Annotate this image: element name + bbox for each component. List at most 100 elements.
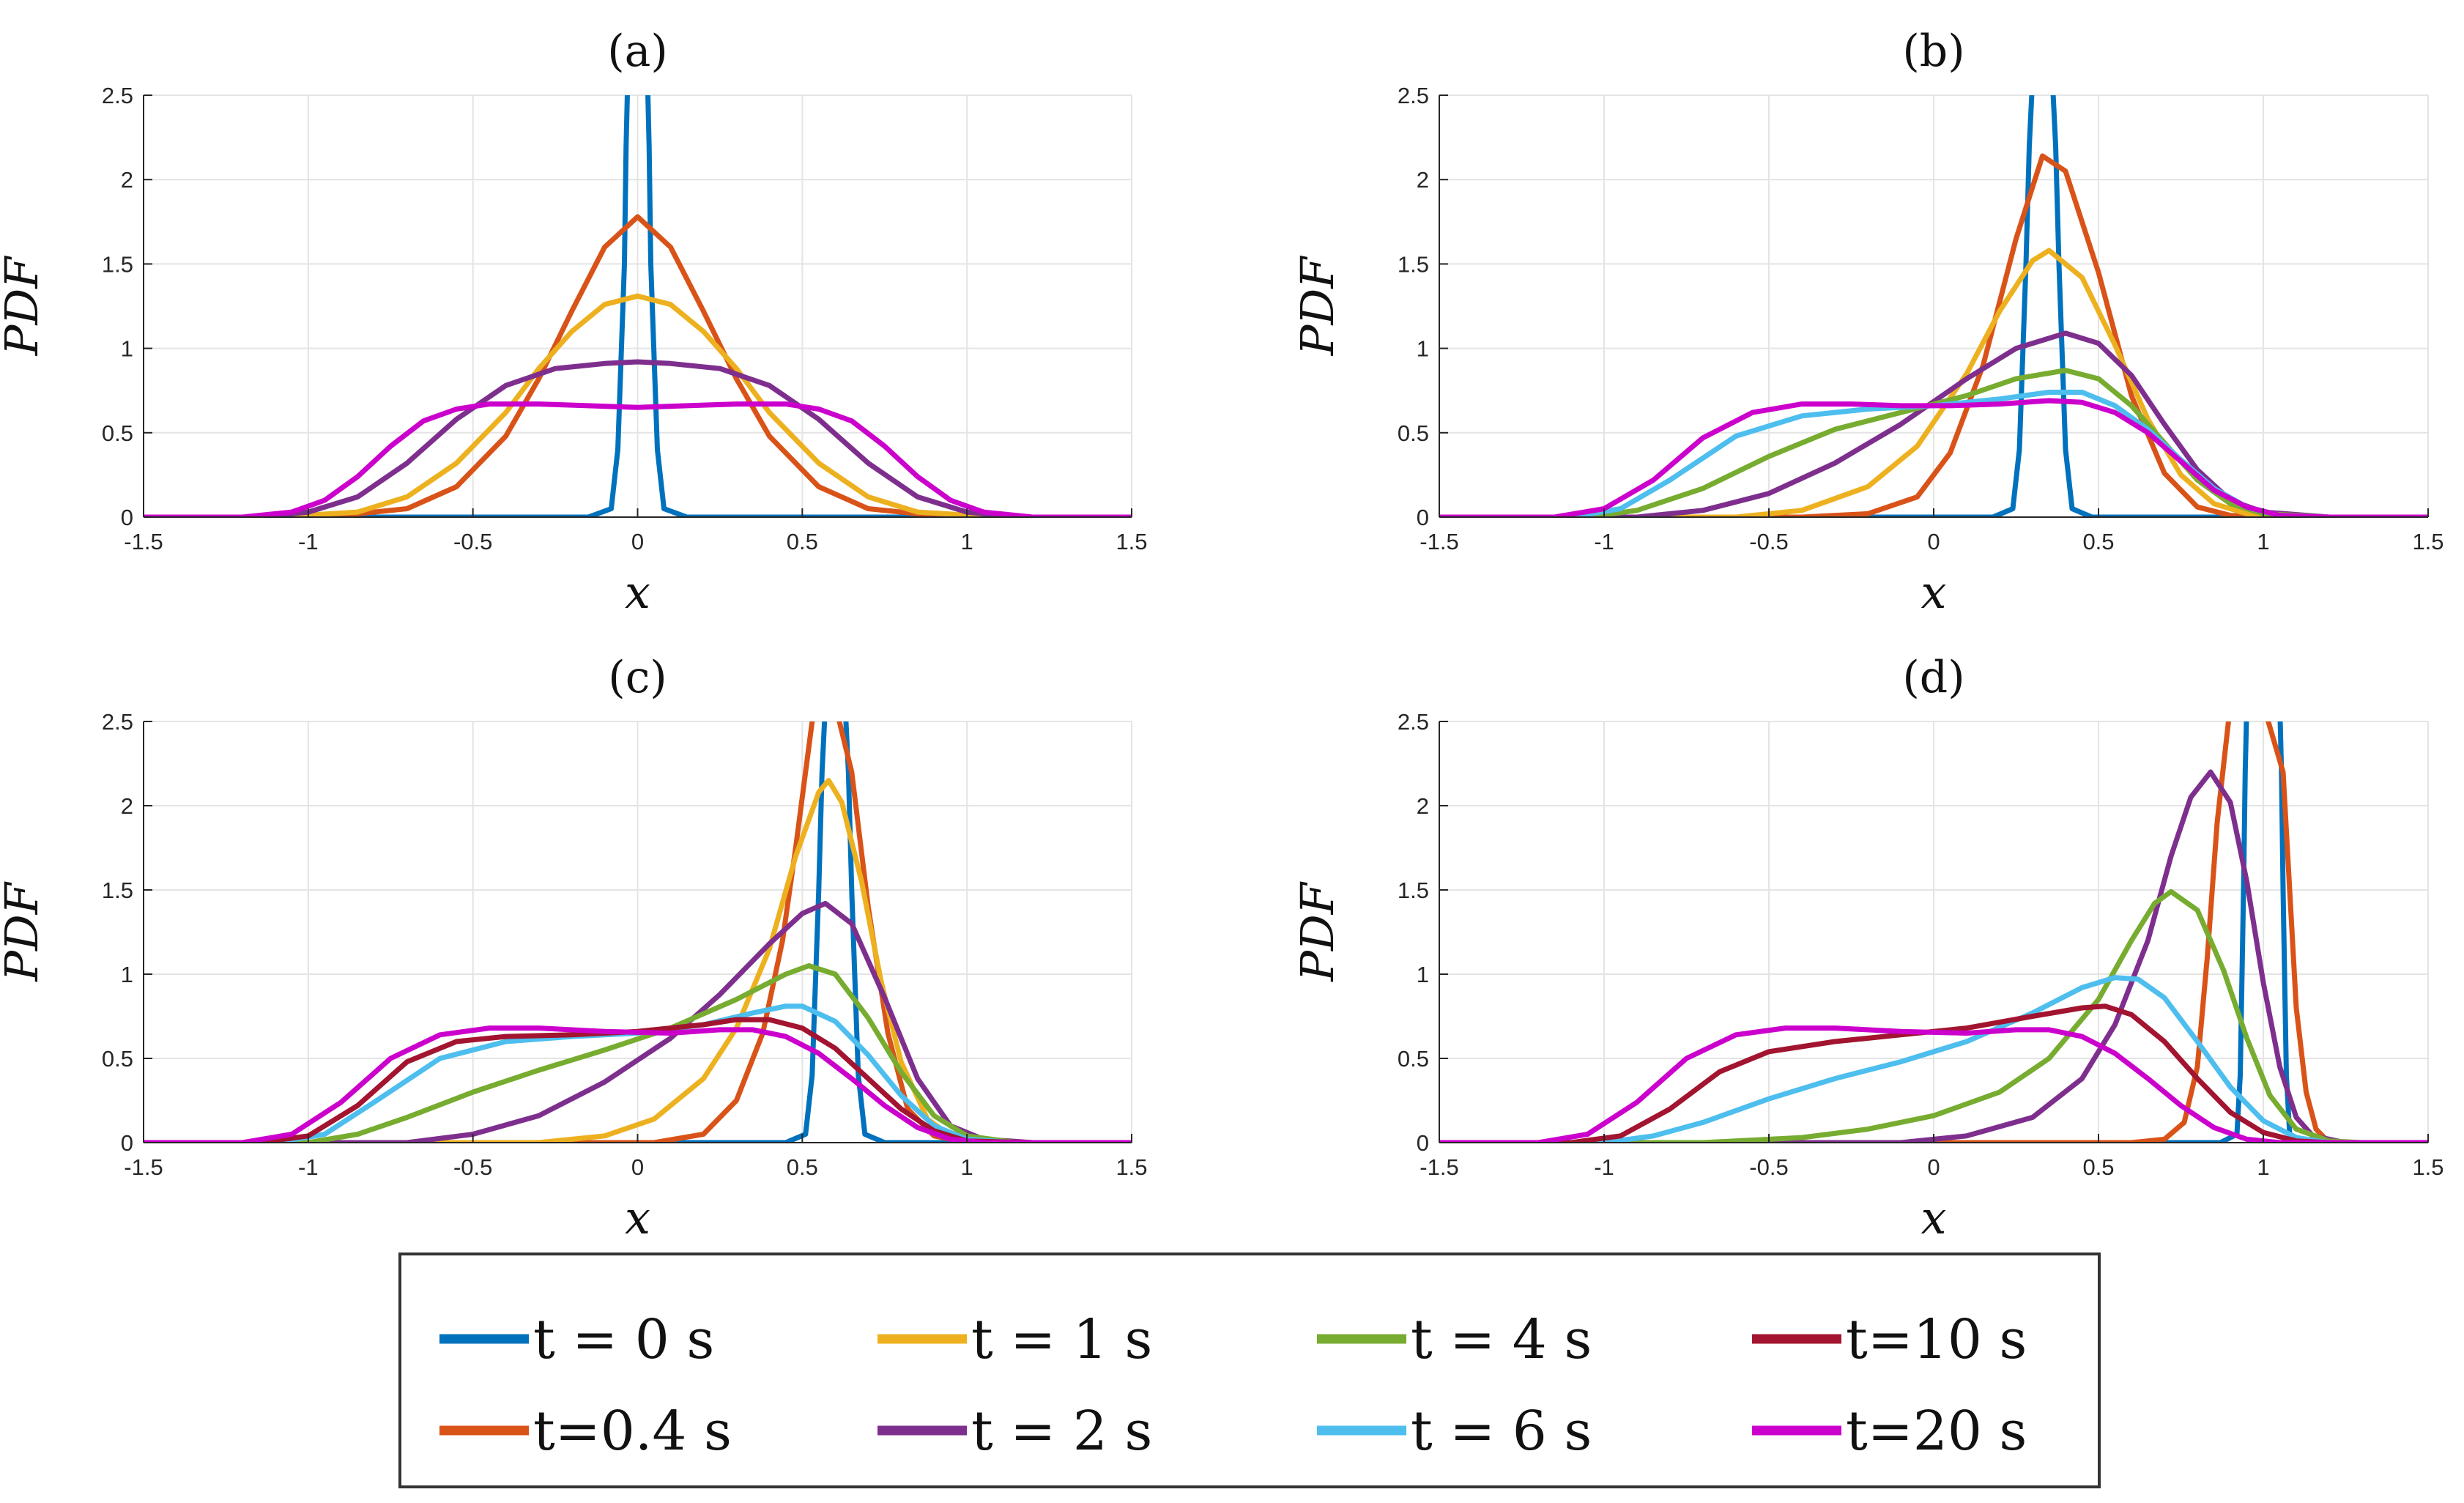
x-tick-label: 0.5: [2082, 1154, 2114, 1180]
x-tick-label: -0.5: [1749, 1154, 1788, 1180]
legend-label: t=0.4 s: [533, 1400, 732, 1463]
legend-item-t6: t = 6 s: [1317, 1400, 1592, 1463]
y-tick-label: 2: [121, 167, 133, 193]
y-axis-label: PDF: [0, 881, 48, 981]
y-tick-label: 2: [1417, 793, 1429, 819]
series-line-t10: [144, 1017, 1132, 1143]
x-tick-label: 1.5: [1116, 529, 1147, 554]
legend-label: t=10 s: [1846, 1308, 2027, 1371]
series-group: [1439, 95, 2428, 517]
panel-title: (a): [607, 26, 668, 77]
x-axis-label: x: [625, 565, 650, 619]
series-line-t1: [1439, 248, 2428, 517]
legend-label: t = 1 s: [971, 1308, 1152, 1371]
x-tick-label: -1: [298, 1154, 319, 1180]
y-tick-label: 2.5: [1398, 709, 1429, 735]
x-tick-label: 0: [631, 529, 644, 554]
x-tick-label: -1.5: [1420, 529, 1458, 554]
y-tick-label: 1: [1417, 962, 1429, 987]
x-tick-label: 0.5: [787, 1154, 818, 1180]
y-tick-label: 2: [1417, 167, 1429, 193]
y-tick-label: 1.5: [1398, 877, 1429, 903]
x-axis-label: x: [1921, 565, 1947, 619]
series-line-t0: [144, 721, 1132, 1143]
x-tick-label: -0.5: [453, 529, 492, 554]
chart-panel-d: -1.5 -1 -0.5 0 0.5 1 1.5 0 0.5 1 1.5 2 2.5 (d) x PDF: [1291, 652, 2444, 1244]
x-tick-label: 1.5: [2412, 1154, 2443, 1180]
y-tick-label: 0: [1417, 1130, 1429, 1156]
panel-title: (c): [608, 652, 667, 703]
y-tick-label: 2: [121, 793, 133, 819]
chart-panel-b: -1.5 -1 -0.5 0 0.5 1 1.5 0 0.5 1 1.5 2 2.5 (b) x PDF: [1291, 26, 2444, 619]
y-tick-label: 1: [1417, 336, 1429, 362]
x-tick-label: -1.5: [124, 529, 163, 554]
y-tick-label: 0: [121, 1130, 133, 1156]
x-tick-label: 0.5: [2082, 529, 2114, 554]
legend-label: t = 2 s: [971, 1400, 1152, 1463]
panel-title: (b): [1902, 26, 1964, 77]
series-line-t6: [1439, 975, 2428, 1143]
series-line-t4: [1439, 888, 2428, 1143]
legend-label: t=20 s: [1846, 1400, 2027, 1463]
panels: -1.5 -1 -0.5 0 0.5 1 1.5 0 0.5 1 1.5 2 2.5 (a) x PDF -1.…: [0, 26, 2444, 1244]
y-tick-label: 0.5: [102, 1046, 133, 1072]
x-axis-label: x: [625, 1191, 650, 1244]
x-tick-label: 1: [961, 1154, 973, 1180]
series-group: [1439, 721, 2428, 1143]
series-line-t1: [144, 293, 1132, 517]
series-group: [144, 95, 1132, 517]
series-line-t2: [1439, 769, 2428, 1143]
x-tick-label: 1: [2257, 1154, 2269, 1180]
y-tick-label: 0.5: [102, 420, 133, 446]
series-group: [144, 721, 1132, 1143]
series-line-t0: [144, 95, 1132, 517]
x-tick-label: -1: [298, 529, 319, 554]
legend-item-t10: t=10 s: [1752, 1308, 2027, 1371]
legend-item-t1: t = 1 s: [877, 1308, 1152, 1371]
legend-item-t04: t=0.4 s: [439, 1400, 732, 1463]
series-line-t4: [144, 963, 1132, 1143]
y-tick-label: 2.5: [102, 83, 133, 108]
series-line-t0: [1439, 95, 2428, 517]
y-tick-label: 0.5: [1398, 1046, 1429, 1072]
panel-title: (d): [1902, 652, 1964, 703]
x-axis-label: x: [1921, 1191, 1947, 1244]
series-line-t10: [1439, 1003, 2428, 1143]
y-tick-label: 2.5: [102, 709, 133, 735]
x-tick-label: 0: [1927, 529, 1940, 554]
x-tick-label: 0.5: [787, 529, 818, 554]
y-axis-label: PDF: [1291, 881, 1344, 981]
series-line-t04: [1439, 721, 2428, 1143]
y-tick-label: 1.5: [102, 877, 133, 903]
legend-item-t2: t = 2 s: [877, 1400, 1152, 1463]
x-tick-label: 1: [2257, 529, 2269, 554]
legend-item-t0: t = 0 s: [439, 1308, 714, 1371]
y-tick-label: 1: [121, 962, 133, 987]
legend: t = 0 s t = 1 s t = 4 s t=10 s t=0.4 s t = 2 …: [398, 1252, 2101, 1488]
chart-panel-c: -1.5 -1 -0.5 0 0.5 1 1.5 0 0.5 1 1.5 2 2.5 (c) x PDF: [0, 652, 1148, 1244]
x-tick-label: -0.5: [453, 1154, 492, 1180]
x-tick-label: 1: [961, 529, 973, 554]
legend-item-t4: t = 4 s: [1317, 1308, 1592, 1371]
legend-label: t = 4 s: [1411, 1308, 1592, 1371]
series-line-t0: [1439, 721, 2428, 1143]
legend-label: t = 0 s: [533, 1308, 714, 1371]
y-tick-label: 1.5: [1398, 251, 1429, 277]
series-line-t20: [144, 401, 1132, 517]
x-tick-label: 1.5: [2412, 529, 2443, 554]
x-tick-label: -0.5: [1749, 529, 1788, 554]
series-line-t04: [1439, 153, 2428, 517]
x-tick-label: -1.5: [124, 1154, 163, 1180]
series-line-t20: [1439, 1025, 2428, 1143]
series-line-t20: [144, 1025, 1132, 1143]
legend-item-t20: t=20 s: [1752, 1400, 2027, 1463]
y-tick-label: 0: [121, 505, 133, 530]
chart-panel-a: -1.5 -1 -0.5 0 0.5 1 1.5 0 0.5 1 1.5 2 2.5 (a) x PDF: [0, 26, 1148, 619]
x-tick-label: 1.5: [1116, 1154, 1147, 1180]
x-tick-label: -1.5: [1420, 1154, 1458, 1180]
x-tick-label: -1: [1594, 1154, 1614, 1180]
y-axis-label: PDF: [1291, 256, 1344, 356]
y-tick-label: 1: [121, 336, 133, 362]
y-tick-label: 2.5: [1398, 83, 1429, 108]
